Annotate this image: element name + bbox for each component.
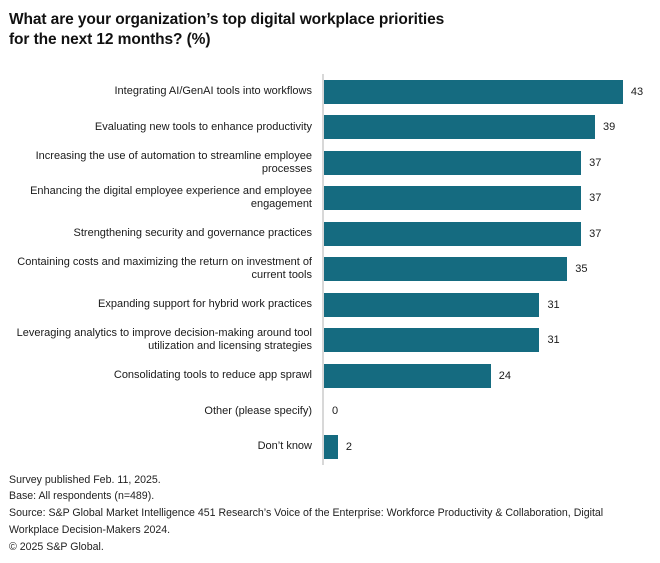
bar (324, 328, 540, 353)
plot-area: 31 (322, 287, 652, 323)
chart-row: Expanding support for hybrid work practi… (9, 287, 652, 323)
chart-row: Other (please specify) 0 (9, 393, 652, 429)
footer-copyright: © 2025 S&P Global. (9, 540, 104, 553)
footer-survey-date: Survey published Feb. 11, 2025. (9, 473, 161, 486)
category-label: Leveraging analytics to improve decision… (16, 327, 312, 353)
chart-row: Containing costs and maximizing the retu… (9, 251, 652, 287)
value-label: 2 (345, 440, 353, 453)
category-label: Expanding support for hybrid work practi… (98, 298, 312, 311)
bar (324, 434, 338, 459)
chart-row: Enhancing the digital employee experienc… (9, 180, 652, 216)
value-label: 37 (589, 192, 602, 205)
footer-source: Source: S&P Global Market Intelligence 4… (9, 507, 604, 536)
plot-area: 2 (322, 429, 652, 465)
plot-area: 31 (322, 322, 652, 358)
category-label: Increasing the use of automation to stre… (35, 149, 312, 175)
chart-row: Increasing the use of automation to stre… (9, 145, 652, 181)
chart-row: Don’t know 2 (9, 429, 652, 465)
category-label: Strengthening security and governance pr… (73, 227, 312, 240)
chart-row: Evaluating new tools to enhance producti… (9, 109, 652, 145)
category-label: Containing costs and maximizing the retu… (17, 256, 312, 282)
category-label: Enhancing the digital employee experienc… (30, 185, 312, 211)
category-label: Integrating AI/GenAI tools into workflow… (114, 85, 313, 98)
plot-area: 35 (322, 251, 652, 287)
bar (324, 79, 623, 104)
value-label: 24 (498, 369, 512, 382)
value-label: 43 (630, 85, 644, 98)
plot-area: 37 (322, 180, 652, 216)
plot-area: 0 (322, 393, 652, 429)
plot-area: 37 (322, 216, 652, 252)
value-label: 31 (547, 334, 560, 347)
category-label: Don’t know (257, 440, 312, 453)
bar (324, 292, 540, 317)
bar (324, 150, 582, 175)
bar (324, 257, 568, 282)
plot-area: 39 (322, 109, 652, 145)
bar-chart: Integrating AI/GenAI tools into workflow… (9, 74, 652, 465)
value-label: 37 (589, 227, 602, 240)
bar (324, 221, 582, 246)
chart-rows: Integrating AI/GenAI tools into workflow… (9, 74, 652, 465)
value-label: 35 (575, 263, 588, 276)
footer-base: Base: All respondents (n=489). (9, 490, 155, 503)
chart-row: Integrating AI/GenAI tools into workflow… (9, 74, 652, 110)
plot-area: 37 (322, 145, 652, 181)
bar (324, 186, 582, 211)
chart-row: Leveraging analytics to improve decision… (9, 322, 652, 358)
value-label: 0 (332, 405, 339, 418)
chart-row: Consolidating tools to reduce app sprawl… (9, 358, 652, 394)
plot-area: 24 (322, 358, 652, 394)
footer-notes: Survey published Feb. 11, 2025. Base: Al… (9, 472, 652, 556)
chart-title-line-2: for the next 12 months? (%) (9, 31, 211, 48)
plot-area: 43 (322, 74, 652, 110)
category-label: Other (please specify) (204, 404, 312, 417)
bar (324, 115, 596, 140)
category-label: Evaluating new tools to enhance producti… (94, 120, 312, 133)
value-label: 39 (603, 121, 616, 134)
value-label: 37 (589, 156, 602, 169)
value-label: 31 (547, 298, 560, 311)
bar (324, 363, 491, 388)
chart-title: What are your organization’s top digital… (9, 10, 652, 50)
chart-title-line-1: What are your organization’s top digital… (9, 11, 445, 28)
category-label: Consolidating tools to reduce app sprawl (113, 369, 312, 382)
chart-row: Strengthening security and governance pr… (9, 216, 652, 252)
